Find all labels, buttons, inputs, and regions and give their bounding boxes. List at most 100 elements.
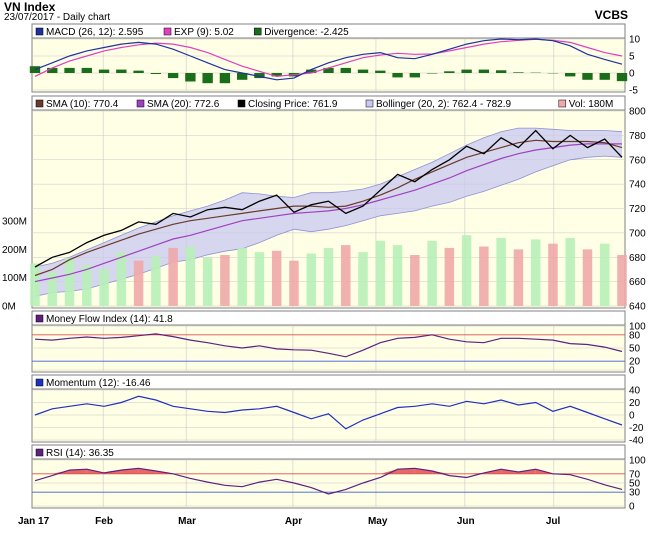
volume-bar (133, 260, 144, 306)
legend-label: Vol: 180M (569, 99, 613, 110)
legend-swatch (558, 99, 567, 108)
y-tick-label: 700 (629, 228, 646, 239)
volume-bar (461, 235, 472, 306)
volume-bar (392, 245, 403, 306)
x-tick-label: Feb (95, 516, 113, 527)
y-tick-label: 0 (629, 69, 635, 80)
divergence-bar (323, 67, 334, 73)
y-tick-label: 720 (629, 204, 646, 215)
volume-bar (513, 249, 524, 306)
y-tick-label: 50 (629, 479, 641, 490)
rsi-overbought-fill (138, 468, 156, 474)
volume-bar (151, 256, 161, 306)
legend-swatch (35, 448, 44, 457)
y-tick-label: -5 (629, 86, 638, 97)
divergence-bar (357, 69, 369, 73)
legend-strip-mfi (31, 310, 626, 326)
mfi-line (34, 333, 623, 358)
divergence-bar (64, 67, 75, 73)
y-tick-label: 740 (629, 180, 646, 191)
y-tick-label: 40 (629, 386, 641, 397)
volume-bar (116, 252, 127, 306)
x-tick-label: May (368, 516, 388, 527)
chart-source: VCBS (594, 8, 628, 22)
legend-swatch (163, 27, 172, 36)
y-tick-label: 0 (629, 411, 635, 422)
volume-bar (427, 240, 437, 306)
divergence-bar (461, 69, 472, 73)
divergence-bar (599, 73, 610, 80)
volume-bar (254, 252, 265, 306)
divergence-bar (565, 73, 576, 77)
y-tick-label: 80 (629, 330, 641, 341)
volume-bar (202, 257, 213, 306)
legend-label: Divergence: -2.425 (264, 27, 349, 38)
rsi-overbought-fill (52, 470, 70, 474)
chart-title: VN Index (4, 0, 56, 14)
closing-price-line (34, 129, 623, 268)
y-tick-label: -40 (629, 436, 644, 447)
rsi-overbought-fill (397, 468, 415, 474)
volume-bar (289, 260, 299, 306)
volume-tick-label: 100M (2, 273, 27, 284)
volume-tick-label: 200M (2, 245, 27, 256)
divergence-bar (202, 73, 213, 84)
volume-bar (64, 257, 75, 306)
y-tick-label: 680 (629, 253, 646, 264)
volume-bar (548, 243, 558, 306)
legend-label: RSI (14): 36.35 (46, 448, 114, 459)
legend-strip-rsi (31, 444, 626, 460)
volume-bar (323, 247, 334, 306)
divergence-bar (616, 73, 628, 82)
divergence-bar (495, 70, 507, 73)
sma20-line (34, 143, 622, 283)
y-tick-label: 50 (629, 344, 641, 355)
legend-strip-macd (31, 23, 626, 39)
divergence-bar (513, 72, 524, 73)
y-tick-label: 5 (629, 52, 635, 63)
bollinger-band (35, 128, 622, 297)
x-tick-label: Jan 17 (18, 516, 50, 527)
legend-label: SMA (20): 772.6 (147, 99, 220, 110)
divergence-bar (271, 73, 282, 77)
legend-label: MACD (26, 12): 2.595 (46, 27, 144, 38)
legend-swatch (253, 27, 262, 36)
y-tick-label: 30 (629, 488, 641, 499)
divergence-bar (306, 69, 317, 73)
volume-bar (530, 239, 541, 306)
volume-bar (375, 240, 386, 306)
volume-bar (565, 238, 575, 306)
legend-swatch (136, 99, 145, 108)
y-tick-label: 640 (629, 302, 646, 313)
volume-bar (47, 272, 58, 306)
rsi-overbought-fill (414, 468, 433, 474)
divergence-bar (47, 67, 58, 73)
volume-bar (444, 247, 455, 306)
legend-label: EXP (9): 5.02 (174, 27, 234, 38)
x-tick-label: Jun (457, 516, 475, 527)
divergence-bar (116, 69, 127, 73)
divergence-bar (582, 73, 593, 80)
volume-bar (99, 269, 109, 306)
rsi-line (34, 467, 623, 495)
volume-bar (30, 263, 40, 306)
divergence-bar (236, 73, 248, 80)
divergence-bar (409, 73, 421, 78)
legend-strip-price (31, 95, 626, 111)
legend-label: Momentum (12): -16.46 (46, 378, 151, 389)
divergence-bar (392, 73, 403, 78)
divergence-bar (167, 73, 179, 79)
legend-label: Closing Price: 761.9 (248, 99, 338, 110)
volume-bar (237, 247, 247, 306)
legend-swatch (35, 378, 44, 387)
y-tick-label: -20 (629, 423, 644, 434)
momentum-line (34, 395, 623, 430)
legend-label: Bollinger (20, 2): 762.4 - 782.9 (376, 99, 512, 110)
divergence-bar (98, 69, 110, 73)
bollinger-upper-line (34, 127, 623, 268)
volume-bar (410, 255, 420, 306)
volume-bar (599, 243, 610, 306)
y-tick-label: 20 (629, 357, 641, 368)
y-tick-label: 100 (629, 322, 646, 333)
